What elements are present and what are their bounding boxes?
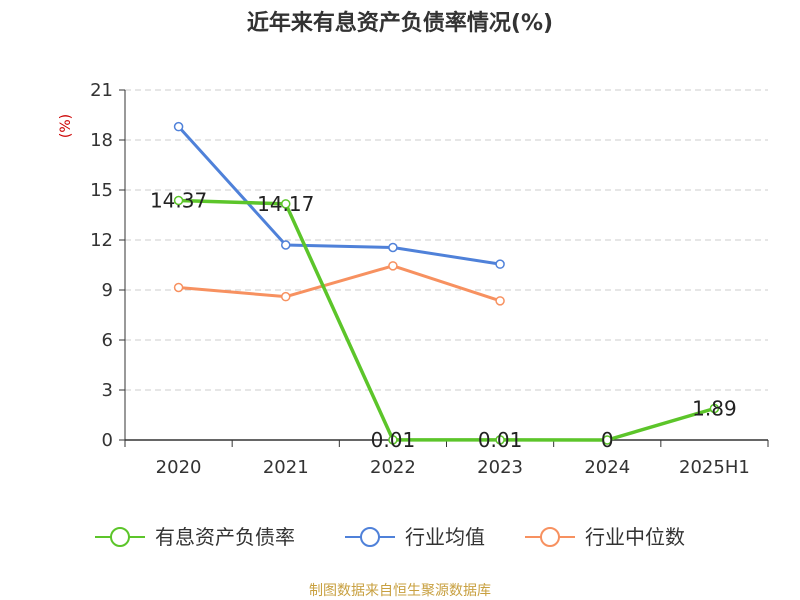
data-point — [388, 242, 398, 253]
legend-marker — [540, 527, 560, 547]
data-point — [388, 435, 398, 445]
data-point — [709, 403, 720, 414]
data-label: 14.37 — [150, 189, 207, 213]
y-axis-unit-label: (%) — [58, 114, 74, 138]
series-line — [178, 264, 501, 303]
data-label: 14.17 — [257, 192, 314, 216]
y-tick-label: 9 — [102, 280, 113, 301]
legend-label: 行业中位数 — [585, 525, 685, 549]
x-tick-label: 2022 — [370, 457, 416, 478]
y-tick-label: 6 — [102, 330, 113, 351]
data-label: 0 — [601, 428, 614, 452]
data-label: 1.89 — [692, 397, 737, 421]
legend-label: 有息资产负债率 — [155, 525, 295, 549]
source-note: 制图数据来自恒生聚源数据库 — [309, 583, 491, 599]
series-line — [178, 198, 715, 442]
data-point — [173, 282, 184, 293]
data-label: 0.01 — [478, 428, 523, 452]
y-tick-label: 18 — [90, 130, 113, 151]
y-tick-label: 15 — [90, 180, 113, 201]
legend: 有息资产负债率 行业均值 行业中位数 — [95, 525, 685, 549]
x-tick-label: 2024 — [584, 457, 630, 478]
legend-marker — [110, 527, 130, 547]
y-tick-label: 21 — [90, 80, 113, 101]
x-tick-label: 2025H1 — [679, 457, 750, 478]
data-point — [281, 199, 291, 209]
chart-title: 近年来有息资产负债率情况(%) — [247, 10, 553, 36]
series-line — [177, 125, 501, 266]
axes: 0 3 6 9 12 15 18 21 2020 2021 2022 2023 2024 2025H1 — [90, 80, 769, 478]
data-point — [281, 240, 291, 250]
legend-marker — [360, 527, 380, 547]
data-point — [388, 261, 398, 271]
data-point — [495, 435, 505, 445]
x-tick-label: 2020 — [156, 457, 202, 478]
x-tick-label: 2023 — [477, 457, 523, 478]
data-point — [173, 121, 184, 132]
data-labels: 14.37 14.17 0.01 0.01 0 1.89 — [150, 189, 737, 453]
gridlines — [125, 89, 768, 391]
series-lines — [173, 121, 720, 445]
x-tick-label: 2021 — [263, 457, 309, 478]
data-point — [173, 195, 184, 206]
data-point — [602, 435, 612, 445]
data-point — [495, 296, 505, 306]
y-tick-label: 3 — [102, 380, 113, 401]
data-point — [495, 259, 505, 269]
data-label: 0.01 — [371, 428, 416, 452]
data-point — [281, 291, 291, 302]
legend-label: 行业均值 — [405, 525, 485, 549]
y-tick-label: 0 — [102, 430, 113, 451]
y-tick-label: 12 — [90, 230, 113, 251]
